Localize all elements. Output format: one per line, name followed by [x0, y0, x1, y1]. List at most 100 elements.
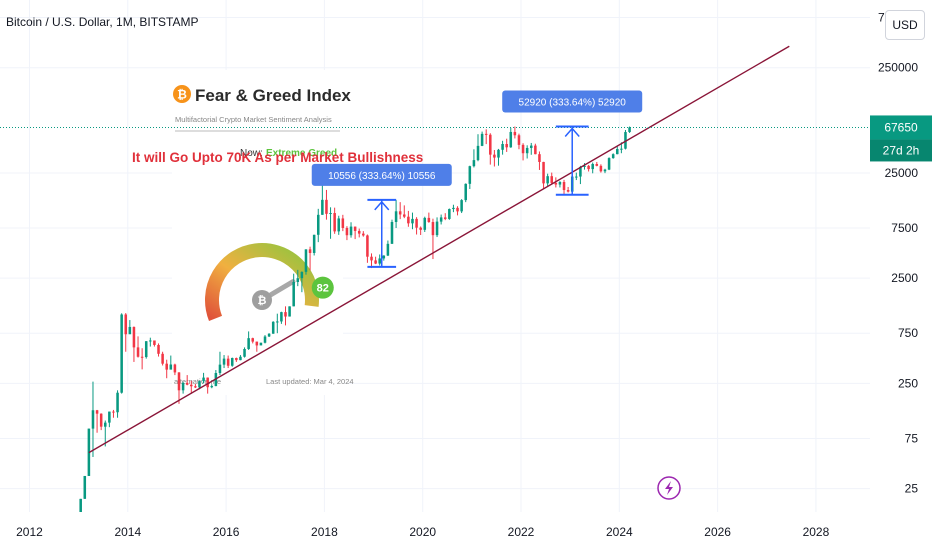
candle-body [423, 217, 427, 230]
gauge-value: 82 [317, 283, 329, 295]
annotation-text: It will Go Upto 70K As per Market Bullis… [132, 150, 423, 165]
candle-body [185, 382, 189, 385]
candle-body [398, 211, 402, 215]
candle-body [575, 176, 578, 178]
y-tick-label: 2500 [891, 271, 918, 285]
candle-body [239, 356, 242, 361]
candle-body [591, 164, 594, 170]
currency-button[interactable]: USD [885, 10, 925, 40]
candle-body [120, 314, 123, 393]
candle-body [587, 165, 590, 170]
candle-body [374, 260, 377, 264]
candle-body [542, 161, 545, 184]
candle-body [382, 255, 386, 259]
candle-body [624, 132, 627, 149]
candle-body [562, 182, 566, 191]
countdown-tag-box [870, 139, 932, 162]
candle-body [583, 165, 586, 167]
candle-body [333, 213, 336, 232]
candle-body [521, 144, 525, 154]
candle-body [448, 209, 451, 219]
candle-body [210, 386, 214, 388]
candle-body [300, 271, 304, 279]
candle-body [489, 134, 492, 155]
candle-body [243, 348, 246, 357]
candle-body [628, 127, 631, 133]
gauge-hub-glyph: ₿ [258, 295, 267, 307]
candle-body [173, 364, 177, 373]
candle-body [603, 169, 607, 172]
candle-body [247, 338, 250, 349]
candle-body [165, 363, 168, 370]
candle-body [464, 183, 467, 201]
candle-body [308, 249, 312, 253]
candle-body [267, 333, 271, 337]
candle-body [198, 381, 201, 388]
candle-body [276, 321, 279, 323]
candle-body [128, 326, 132, 335]
candle-body [136, 347, 140, 357]
trendline [88, 45, 790, 454]
candle-body [144, 341, 148, 358]
y-tick-label: 250000 [878, 61, 918, 75]
candle-body [403, 214, 406, 217]
price-tag-value: 67650 [884, 120, 918, 134]
x-axis-panel [0, 512, 932, 550]
x-tick-label: 2028 [803, 525, 830, 539]
candle-body [271, 321, 275, 334]
gauge-value-badge [311, 276, 334, 299]
candle-body [149, 340, 152, 342]
gauge-hub [252, 290, 272, 310]
candle-body [284, 312, 287, 317]
candle-body [390, 221, 394, 244]
candle-body [345, 227, 349, 236]
candle-body [124, 314, 128, 335]
y-tick-label: 750 [898, 326, 918, 340]
candle-body [157, 344, 160, 354]
candle-body [599, 165, 603, 172]
candle-body [288, 306, 291, 317]
candle-body [460, 200, 463, 212]
candle-body [431, 222, 435, 236]
candle-body [353, 226, 357, 231]
candle-body [177, 372, 181, 391]
candle-body [103, 422, 107, 427]
candle-body [452, 207, 455, 210]
candle-body [116, 392, 119, 413]
price-tag-box [870, 115, 932, 140]
candle-body [472, 160, 476, 167]
measure-label-box [502, 90, 643, 113]
measure-label: 10556 (333.64%) 10556 [328, 171, 436, 182]
candle-body [525, 147, 529, 154]
candle-body [566, 190, 570, 192]
candle-body [620, 148, 623, 150]
inset-now-label: Now: [240, 148, 263, 159]
y-tick-label: 25 [905, 482, 919, 496]
candle-body [534, 145, 537, 155]
candle-body [509, 131, 513, 148]
gauge-arc [205, 243, 319, 321]
candle-body [529, 145, 533, 148]
candle-body [263, 336, 267, 343]
candle-body [235, 357, 238, 361]
candle-body [493, 154, 496, 158]
candle-body [316, 214, 320, 235]
candle-body [337, 218, 341, 232]
x-tick-label: 2014 [114, 525, 141, 539]
inset-background [172, 70, 343, 395]
candle-body [456, 207, 459, 212]
x-tick-label: 2020 [409, 525, 436, 539]
candle-body [546, 176, 549, 184]
candle-body [206, 377, 209, 388]
candle-body [222, 358, 226, 365]
x-tick-label: 2016 [213, 525, 240, 539]
candle-body [292, 281, 295, 307]
candle-body [325, 199, 328, 214]
candle-body [611, 154, 615, 159]
candle-body [226, 358, 230, 366]
symbol-title[interactable]: Bitcoin / U.S. Dollar, 1M, BITSTAMP [6, 15, 199, 29]
y-tick-label: 75 [905, 431, 919, 445]
